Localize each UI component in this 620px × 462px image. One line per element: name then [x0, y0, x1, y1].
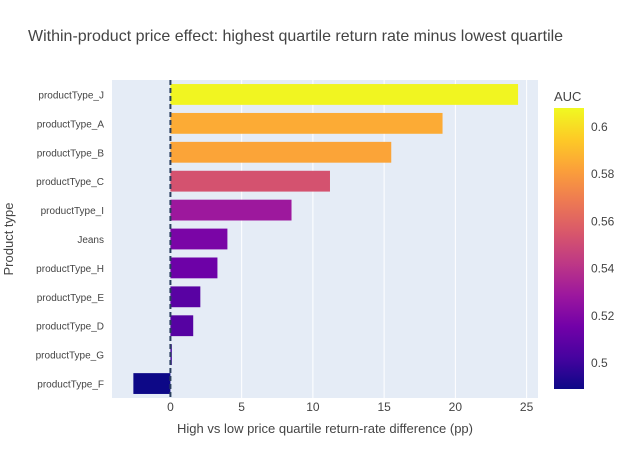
colorbar-tick-label: 0.52 — [591, 309, 615, 323]
chart-title: Within-product price effect: highest qua… — [28, 28, 563, 45]
colorbar-tick-label: 0.6 — [591, 120, 608, 134]
colorbar-title: AUC — [554, 89, 581, 104]
y-tick-label: productType_F — [37, 380, 104, 391]
bar[interactable] — [170, 84, 519, 105]
colorbar-tick-label: 0.54 — [591, 262, 615, 276]
y-tick-label: productType_J — [38, 90, 104, 101]
y-tick-label: productType_D — [36, 322, 104, 333]
y-tick-label: productType_G — [36, 351, 105, 362]
x-tick-label: 20 — [449, 400, 463, 414]
colorbar-tick-label: 0.56 — [591, 214, 615, 228]
y-tick-label: productType_H — [36, 264, 104, 275]
y-tick-label: Jeans — [77, 235, 104, 246]
y-tick-labels: productType_J productType_A productType_Bp… — [36, 90, 105, 390]
colorbar-tick-label: 0.58 — [591, 167, 615, 181]
colorbar-gradient — [554, 108, 584, 389]
bars — [133, 84, 519, 394]
colorbar-tick-label: 0.5 — [591, 356, 608, 370]
x-tick-label: 15 — [377, 400, 391, 414]
y-tick-label: productType_E — [37, 293, 105, 304]
bar[interactable] — [170, 286, 201, 308]
y-tick-label: productType_C — [36, 177, 104, 188]
bar[interactable] — [170, 141, 392, 163]
x-tick-label: 10 — [306, 400, 320, 414]
x-tick-label: 5 — [238, 400, 245, 414]
y-axis-title: Product type — [1, 203, 16, 276]
bar[interactable] — [170, 315, 194, 337]
bar[interactable] — [170, 199, 292, 221]
bar[interactable] — [133, 373, 171, 394]
colorbar-tick-labels: 0.5 0.52 0.54 0.56 0.58 0.6 — [591, 120, 615, 370]
bar[interactable] — [170, 112, 443, 134]
x-axis-title: High vs low price quartile return-rate d… — [177, 421, 473, 436]
y-tick-label: productType_I — [41, 206, 104, 217]
bar[interactable] — [170, 228, 228, 250]
x-tick-label: 25 — [520, 400, 534, 414]
bar[interactable] — [170, 170, 330, 192]
y-tick-label: productType_B — [37, 148, 105, 159]
bar[interactable] — [170, 257, 218, 279]
x-tick-label: 0 — [167, 400, 174, 414]
x-tick-labels: 0 5 10 15 20 25 — [167, 400, 534, 414]
y-tick-label: productType_A — [37, 119, 105, 130]
